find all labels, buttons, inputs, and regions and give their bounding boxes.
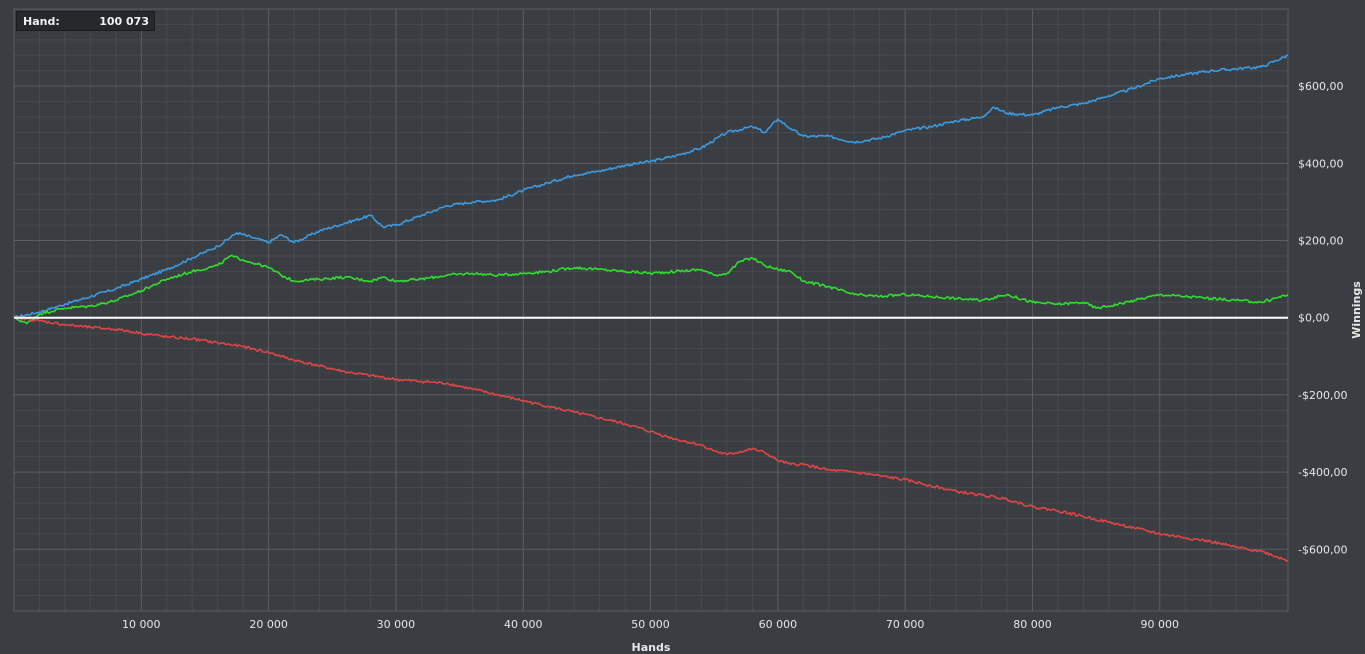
y-tick-label: $0,00 [1298, 312, 1330, 325]
x-tick-label: 20 000 [249, 618, 288, 631]
x-axis-label: Hands [632, 641, 671, 654]
series-lines [13, 54, 1289, 562]
y-tick-label: $600,00 [1298, 80, 1344, 93]
x-tick-labels: 10 000 20 000 30 000 40 000 50 000 60 000 70 0… [122, 618, 1179, 631]
red-winnings-line [13, 315, 1289, 562]
green-winnings-line [13, 254, 1289, 325]
hand-counter: Hand: 100 073 [16, 11, 155, 31]
x-tick-label: 80 000 [1013, 618, 1052, 631]
x-tick-label: 60 000 [759, 618, 798, 631]
y-tick-label: -$200,00 [1298, 389, 1347, 402]
y-axis-label: Winnings [1350, 281, 1363, 339]
y-tick-label: $200,00 [1298, 235, 1344, 248]
y-tick-label: -$400,00 [1298, 466, 1347, 479]
x-tick-label: 10 000 [122, 618, 161, 631]
y-tick-labels: $600,00 $400,00 $200,00 $0,00 -$200,00 -$400,… [1298, 80, 1347, 556]
plot-border [13, 8, 1289, 612]
x-tick-label: 50 000 [631, 618, 670, 631]
y-tick-label: -$600,00 [1298, 543, 1347, 556]
y-tick-label: $400,00 [1298, 157, 1344, 170]
blue-winnings-line [13, 54, 1289, 319]
hand-counter-label: Hand: [23, 15, 60, 28]
hand-counter-value: 100 073 [99, 15, 149, 28]
x-tick-label: 90 000 [1141, 618, 1180, 631]
x-tick-label: 70 000 [886, 618, 925, 631]
x-tick-label: 40 000 [504, 618, 543, 631]
x-tick-label: 30 000 [377, 618, 416, 631]
